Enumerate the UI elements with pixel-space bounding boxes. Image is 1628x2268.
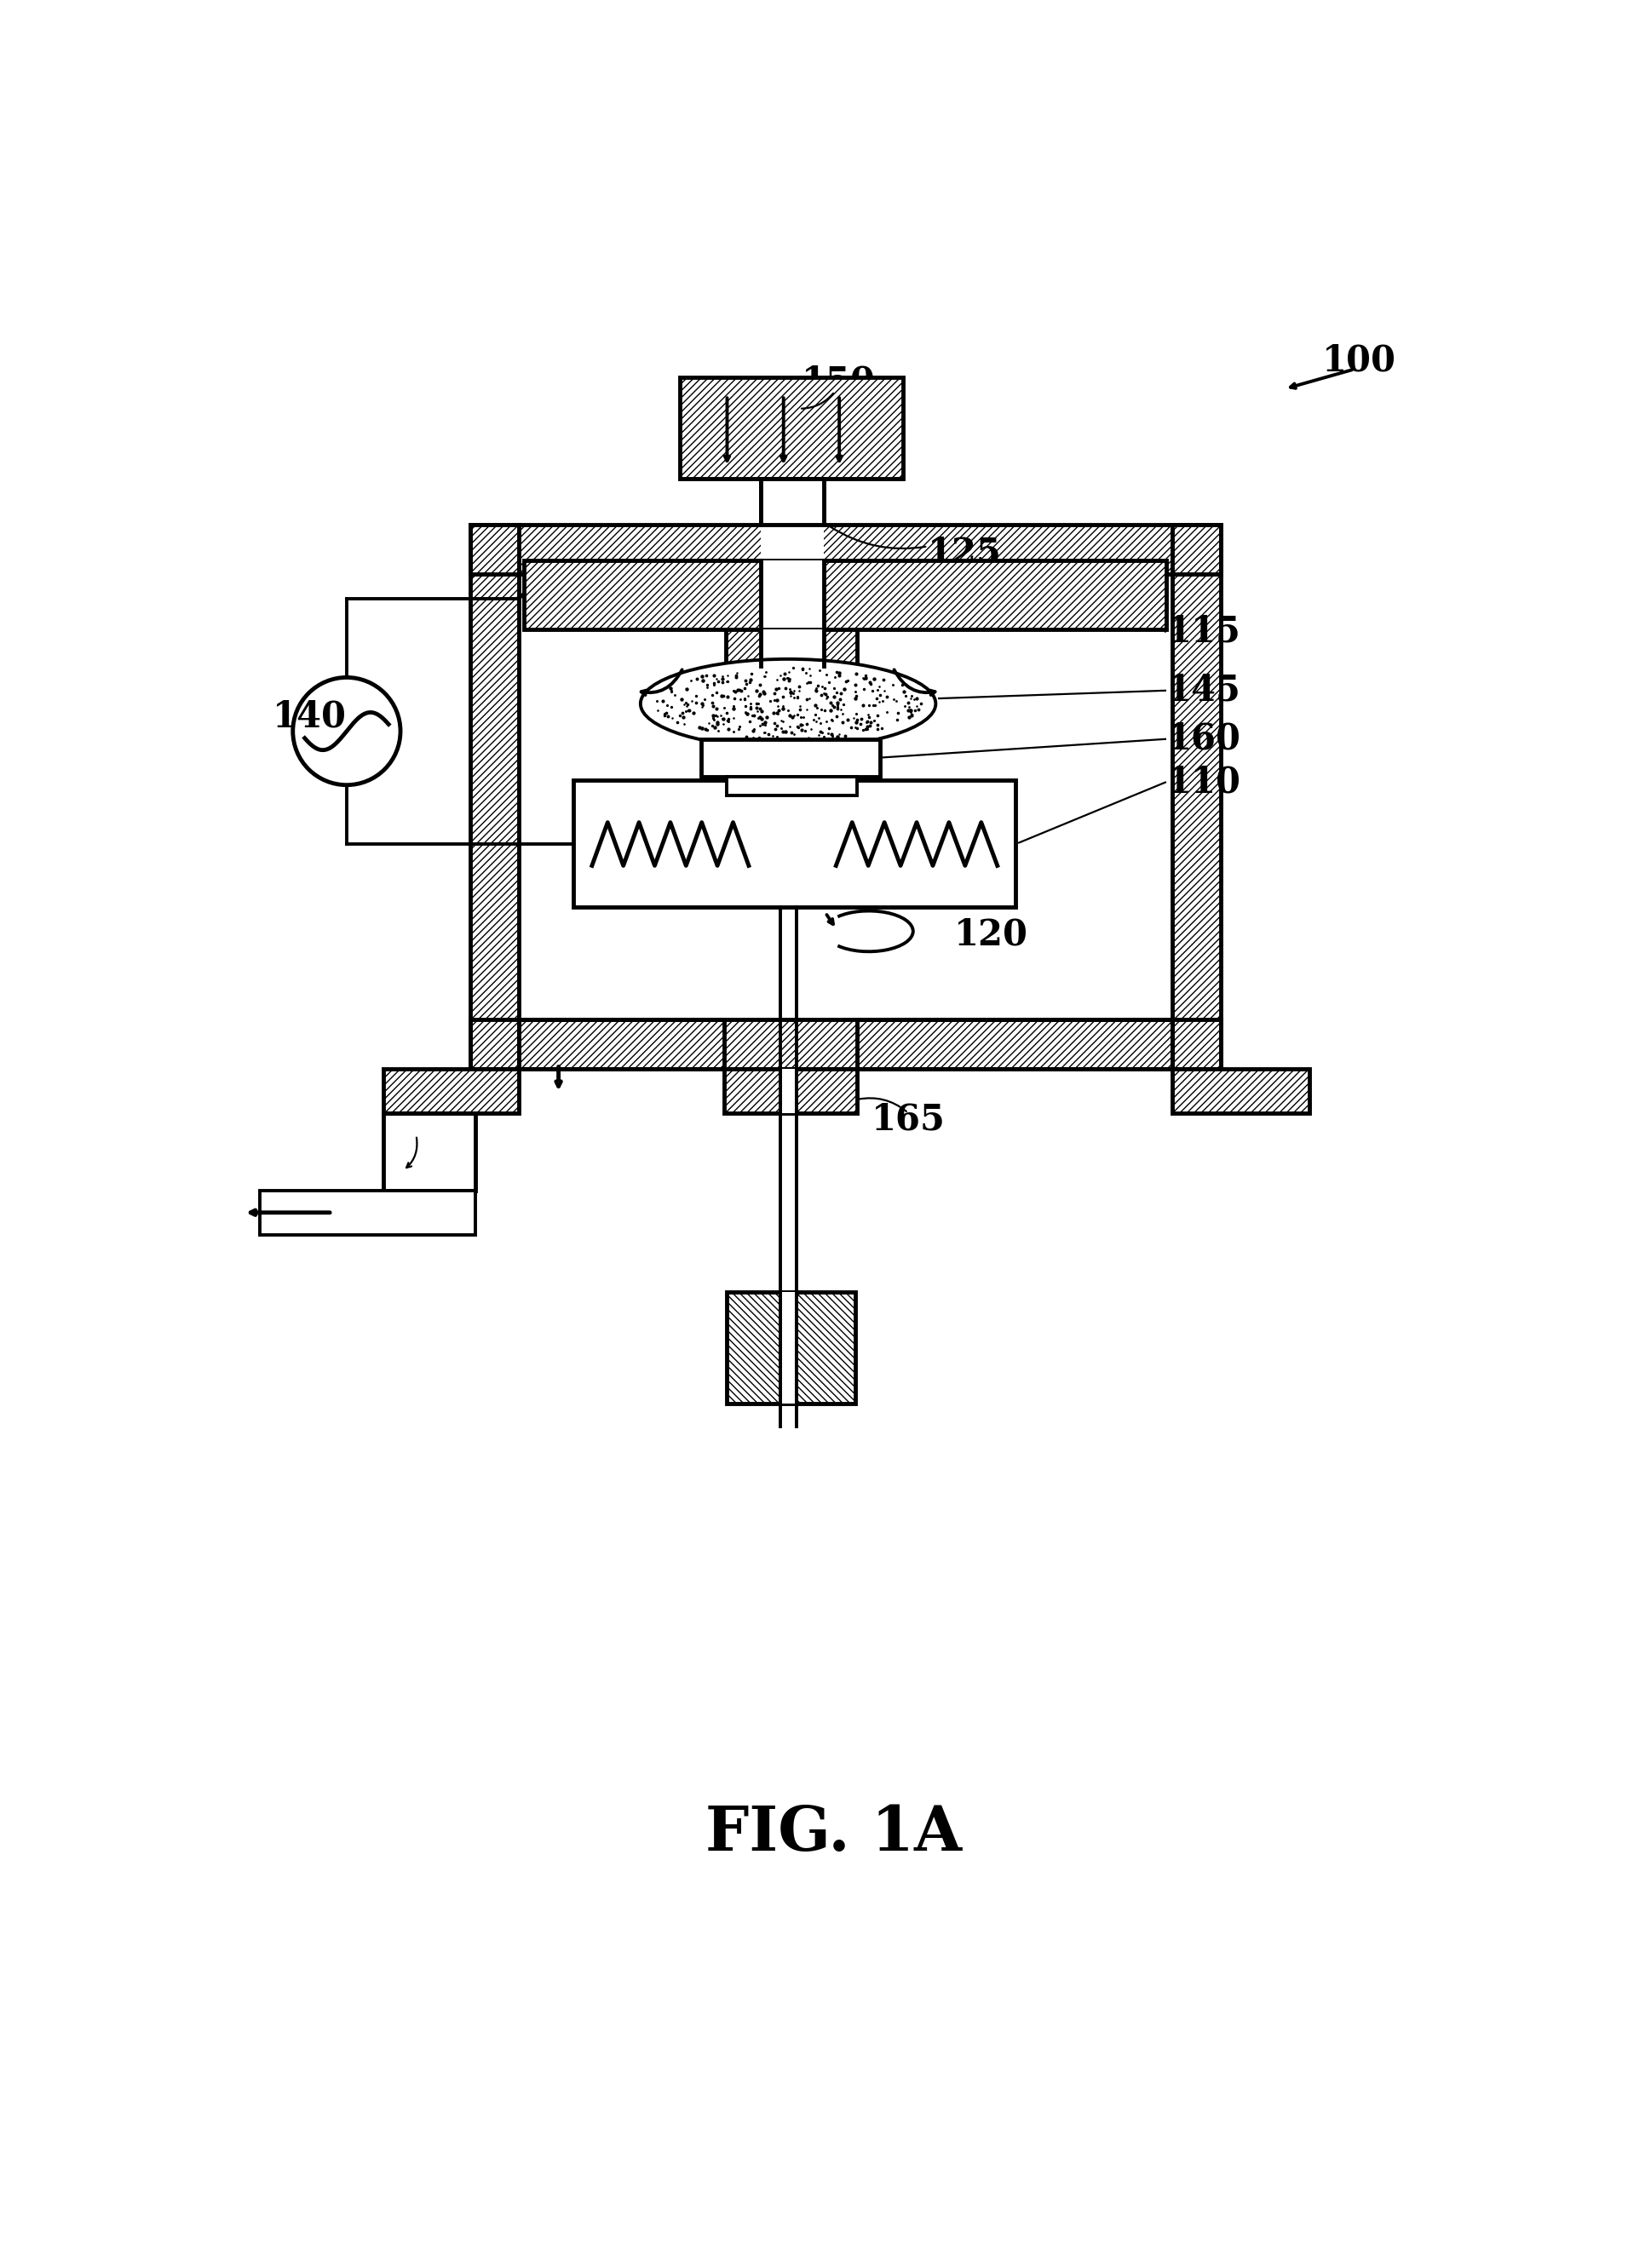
Bar: [728, 1293, 856, 1404]
Bar: [573, 780, 1016, 907]
Text: 110: 110: [1167, 764, 1241, 801]
Text: 140: 140: [272, 699, 347, 735]
Bar: [383, 1068, 519, 1114]
Text: 130: 130: [399, 1105, 474, 1141]
Text: 150: 150: [801, 365, 876, 399]
Bar: [524, 560, 1167, 631]
Bar: [760, 524, 824, 574]
Bar: [1172, 524, 1221, 1068]
Text: 120: 120: [954, 916, 1029, 953]
Bar: [470, 524, 1221, 574]
Bar: [681, 376, 904, 479]
Text: 160: 160: [1167, 721, 1241, 758]
Text: 100: 100: [1322, 342, 1395, 379]
Bar: [383, 1114, 475, 1191]
Bar: [519, 574, 1172, 1021]
Text: 125: 125: [928, 535, 1001, 572]
Bar: [681, 376, 904, 479]
Text: 145: 145: [1167, 674, 1241, 708]
Bar: [780, 1293, 796, 1404]
Bar: [470, 524, 519, 1068]
Bar: [1172, 1068, 1309, 1114]
Bar: [724, 1068, 780, 1114]
Bar: [383, 1068, 519, 1114]
Bar: [856, 1021, 1172, 1068]
Bar: [470, 524, 519, 1068]
Text: 115: 115: [1167, 615, 1241, 649]
Bar: [726, 631, 856, 665]
Bar: [470, 1021, 1221, 1068]
Bar: [760, 631, 824, 665]
Text: FIG. 1A: FIG. 1A: [707, 1803, 962, 1864]
Ellipse shape: [640, 660, 936, 748]
Bar: [780, 1068, 796, 1114]
Bar: [519, 1021, 724, 1068]
Bar: [470, 524, 1221, 574]
Bar: [760, 479, 824, 524]
Bar: [470, 1021, 1221, 1068]
Bar: [724, 1068, 856, 1114]
Bar: [728, 1293, 856, 1404]
Bar: [524, 560, 1167, 631]
Bar: [760, 560, 824, 631]
Bar: [519, 1021, 724, 1068]
Bar: [856, 1021, 1172, 1068]
Bar: [726, 631, 856, 665]
Bar: [796, 1068, 856, 1114]
Bar: [1172, 1068, 1309, 1114]
Bar: [1172, 524, 1221, 1068]
Text: 165: 165: [871, 1102, 946, 1136]
Bar: [260, 1191, 475, 1234]
Bar: [728, 778, 856, 796]
Bar: [702, 739, 881, 778]
